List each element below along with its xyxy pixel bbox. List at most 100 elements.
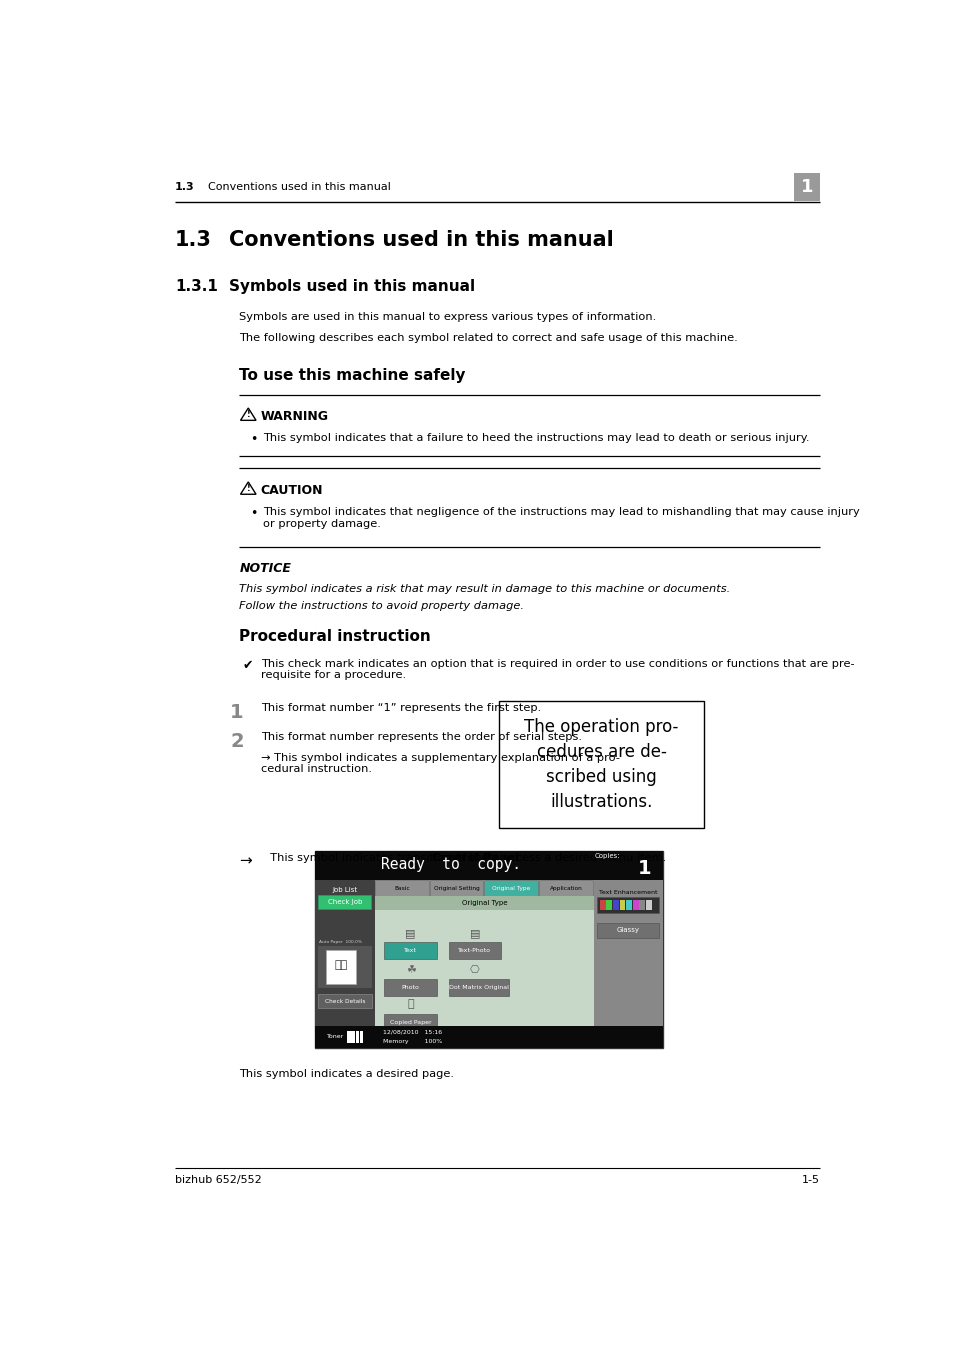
- FancyBboxPatch shape: [326, 950, 355, 984]
- Text: ⎘: ⎘: [407, 999, 414, 1010]
- Text: Basic: Basic: [395, 886, 410, 891]
- Text: !: !: [246, 485, 250, 493]
- Text: Copied Paper: Copied Paper: [390, 1019, 431, 1025]
- Text: Conventions used in this manual: Conventions used in this manual: [229, 230, 614, 250]
- Text: •: •: [250, 433, 257, 446]
- Text: →: →: [239, 853, 252, 868]
- FancyBboxPatch shape: [593, 880, 662, 1026]
- Text: ▤: ▤: [469, 927, 479, 938]
- FancyBboxPatch shape: [538, 880, 592, 896]
- FancyBboxPatch shape: [314, 1026, 662, 1048]
- Text: Text Enhancement: Text Enhancement: [598, 890, 657, 895]
- Text: 1: 1: [800, 178, 813, 196]
- Text: 1-5: 1-5: [801, 1174, 819, 1185]
- FancyBboxPatch shape: [347, 1031, 350, 1044]
- Text: Symbols used in this manual: Symbols used in this manual: [229, 279, 475, 294]
- Text: Glassy: Glassy: [617, 927, 639, 933]
- Text: This check mark indicates an option that is required in order to use conditions : This check mark indicates an option that…: [261, 659, 854, 680]
- FancyBboxPatch shape: [375, 896, 593, 910]
- Text: WARNING: WARNING: [260, 410, 328, 423]
- FancyBboxPatch shape: [625, 900, 631, 910]
- FancyBboxPatch shape: [632, 900, 638, 910]
- FancyBboxPatch shape: [351, 1031, 355, 1044]
- Text: Follow the instructions to avoid property damage.: Follow the instructions to avoid propert…: [239, 601, 524, 612]
- Text: ▤: ▤: [405, 927, 416, 938]
- Text: Text-Photo: Text-Photo: [458, 948, 491, 953]
- Text: To use this machine safely: To use this machine safely: [239, 369, 465, 383]
- Text: Job List: Job List: [332, 887, 357, 892]
- Text: Original Type: Original Type: [461, 899, 506, 906]
- Text: Application: Application: [549, 886, 582, 891]
- FancyBboxPatch shape: [359, 1031, 363, 1044]
- FancyBboxPatch shape: [498, 701, 703, 828]
- Text: CAUTION: CAUTION: [260, 483, 322, 497]
- FancyBboxPatch shape: [448, 942, 500, 958]
- Text: !: !: [246, 410, 250, 418]
- Text: This symbol indicates transition of the: This symbol indicates transition of the: [262, 853, 492, 864]
- Text: 1.3.1: 1.3.1: [174, 279, 217, 294]
- FancyBboxPatch shape: [597, 898, 659, 913]
- FancyBboxPatch shape: [384, 1014, 436, 1030]
- FancyBboxPatch shape: [318, 895, 371, 909]
- FancyBboxPatch shape: [597, 923, 659, 938]
- FancyBboxPatch shape: [375, 880, 593, 1026]
- Text: This format number “1” represents the first step.: This format number “1” represents the fi…: [261, 702, 540, 713]
- FancyBboxPatch shape: [384, 979, 436, 996]
- Text: bizhub 652/552: bizhub 652/552: [174, 1174, 261, 1185]
- Text: Original Type: Original Type: [492, 886, 530, 891]
- Text: to access a desired menu item.: to access a desired menu item.: [484, 853, 666, 864]
- Text: NOTICE: NOTICE: [239, 563, 291, 575]
- FancyBboxPatch shape: [599, 900, 605, 910]
- FancyBboxPatch shape: [645, 900, 651, 910]
- FancyBboxPatch shape: [384, 942, 436, 958]
- Text: Check Job: Check Job: [327, 899, 361, 904]
- Text: 12/08/2010   15:16: 12/08/2010 15:16: [382, 1030, 441, 1034]
- Text: ☘: ☘: [405, 965, 416, 975]
- Text: The operation pro-
cedures are de-
scribed using
illustrations.: The operation pro- cedures are de- scrib…: [524, 718, 679, 811]
- Text: Copies:: Copies:: [595, 853, 620, 860]
- FancyBboxPatch shape: [375, 880, 429, 896]
- Text: •: •: [250, 508, 257, 520]
- Text: Photo: Photo: [401, 986, 419, 990]
- FancyBboxPatch shape: [317, 946, 372, 988]
- FancyBboxPatch shape: [612, 900, 618, 910]
- Text: Procedural instruction: Procedural instruction: [239, 629, 431, 644]
- Text: 1: 1: [638, 859, 651, 879]
- Text: 1.3: 1.3: [174, 182, 194, 192]
- Text: Ready  to  copy.: Ready to copy.: [381, 857, 520, 872]
- Text: 2: 2: [230, 732, 243, 751]
- Text: The following describes each symbol related to correct and safe usage of this ma: The following describes each symbol rela…: [239, 333, 738, 343]
- FancyBboxPatch shape: [606, 900, 612, 910]
- Text: 1: 1: [230, 702, 243, 721]
- FancyBboxPatch shape: [314, 850, 662, 1048]
- FancyBboxPatch shape: [618, 900, 624, 910]
- Text: 人人: 人人: [334, 960, 347, 971]
- Text: This symbol indicates that negligence of the instructions may lead to mishandlin: This symbol indicates that negligence of…: [262, 508, 859, 529]
- Text: Text: Text: [404, 948, 416, 953]
- FancyBboxPatch shape: [484, 880, 537, 896]
- Text: Original Setting: Original Setting: [434, 886, 479, 891]
- Text: ⎔: ⎔: [470, 965, 479, 975]
- Text: Symbols are used in this manual to express various types of information.: Symbols are used in this manual to expre…: [239, 312, 656, 323]
- FancyBboxPatch shape: [794, 173, 819, 201]
- Text: Control Panel: Control Panel: [432, 853, 518, 864]
- FancyBboxPatch shape: [429, 880, 483, 896]
- Text: This symbol indicates that a failure to heed the instructions may lead to death : This symbol indicates that a failure to …: [262, 433, 808, 443]
- FancyBboxPatch shape: [314, 880, 375, 1026]
- Text: Conventions used in this manual: Conventions used in this manual: [208, 182, 390, 192]
- Text: Auto Paper  100.0%: Auto Paper 100.0%: [319, 941, 362, 944]
- Text: → This symbol indicates a supplementary explanation of a pro-
cedural instructio: → This symbol indicates a supplementary …: [261, 752, 619, 774]
- Text: Toner: Toner: [327, 1034, 344, 1040]
- Text: ✔: ✔: [242, 659, 253, 672]
- Text: Dot Matrix Original: Dot Matrix Original: [449, 986, 508, 990]
- Text: This symbol indicates a risk that may result in damage to this machine or docume: This symbol indicates a risk that may re…: [239, 585, 730, 594]
- FancyBboxPatch shape: [317, 995, 372, 1008]
- FancyBboxPatch shape: [375, 910, 593, 1026]
- FancyBboxPatch shape: [314, 850, 662, 880]
- Text: Check Details: Check Details: [324, 999, 365, 1004]
- Text: Memory        100%: Memory 100%: [382, 1040, 441, 1044]
- Text: This format number represents the order of serial steps.: This format number represents the order …: [261, 732, 581, 741]
- FancyBboxPatch shape: [448, 979, 509, 996]
- FancyBboxPatch shape: [355, 1031, 358, 1044]
- FancyBboxPatch shape: [639, 900, 644, 910]
